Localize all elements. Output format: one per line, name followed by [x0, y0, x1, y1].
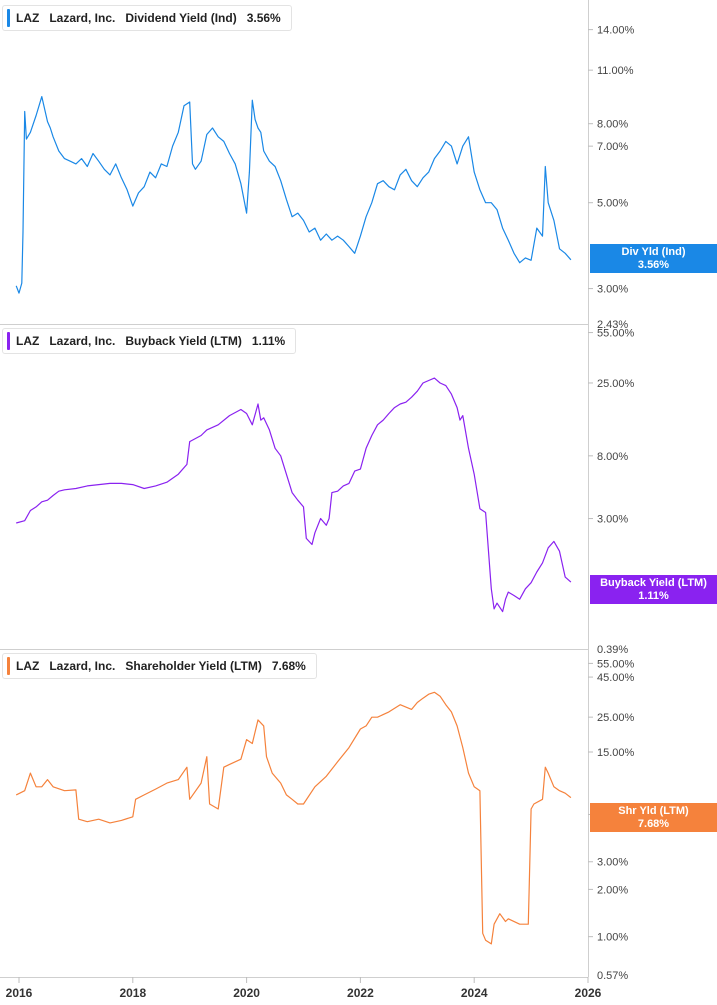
y-tick-label: 25.00% — [597, 712, 635, 724]
y-tick-label: 2.00% — [597, 884, 628, 896]
y-tick-label: 3.00% — [597, 284, 628, 296]
y-bottom-label: 2.43% — [597, 319, 628, 331]
y-tick-label: 45.00% — [597, 672, 635, 684]
series-line-1 — [15, 96, 572, 294]
x-tick-label: 2024 — [461, 986, 488, 1000]
legend-ticker: LAZ — [16, 659, 40, 673]
x-tick-label: 2020 — [233, 986, 260, 1000]
legend-value: 7.68% — [271, 659, 306, 673]
legend-buyback-yield[interactable]: LAZ Lazard, Inc. Buyback Yield (LTM) 1.1… — [2, 328, 297, 354]
series-line-2 — [16, 377, 572, 613]
y-tick-label: 5.00% — [597, 198, 628, 210]
x-tick-label: 2018 — [119, 986, 146, 1000]
x-tick-label: 2016 — [6, 986, 33, 1000]
y-tick-label: 8.00% — [597, 119, 628, 131]
y-tick-label: 11.00% — [597, 65, 634, 77]
y-tick-layer: 3.00% 5.00% 7.00% 8.00% 11.00% 14.00% 2.43% 3.0… — [588, 25, 635, 982]
y-tick-label: 8.00% — [597, 451, 628, 463]
badge-shareholder-yield: Shr Yld (LTM) 7.68% — [590, 803, 717, 832]
y-tick-label: 14.00% — [597, 25, 635, 37]
legend-shareholder-yield[interactable]: LAZ Lazard, Inc. Shareholder Yield (LTM)… — [2, 653, 317, 679]
legend-metric: Dividend Yield (Ind) — [125, 11, 237, 25]
x-tick-label: 2022 — [347, 986, 374, 1000]
y-tick-label: 55.00% — [597, 658, 635, 670]
badge-buyback-yield: Buyback Yield (LTM) 1.11% — [590, 575, 717, 604]
series-layer — [15, 96, 572, 945]
y-tick-label: 1.00% — [597, 932, 628, 944]
legend-value: 3.56% — [246, 11, 281, 25]
badge-value: 7.68% — [637, 818, 670, 830]
series-color-swatch — [7, 657, 10, 675]
y-tick-label: 3.00% — [597, 514, 628, 526]
legend-ticker: LAZ — [16, 334, 40, 348]
series-color-swatch — [7, 332, 10, 350]
series-color-swatch — [7, 9, 10, 27]
badge-label: Shr Yld (LTM) — [618, 805, 689, 817]
y-bottom-label: 0.57% — [597, 970, 628, 982]
y-bottom-label: 0.39% — [597, 644, 628, 656]
legend-metric: Buyback Yield (LTM) — [125, 334, 242, 348]
legend-company: Lazard, Inc. — [49, 11, 116, 25]
x-tick-label: 2026 — [575, 986, 602, 1000]
series-line-3 — [15, 691, 572, 945]
y-tick-label: 15.00% — [597, 747, 635, 759]
badge-dividend-yield: Div Yld (Ind) 3.56% — [590, 244, 717, 273]
legend-company: Lazard, Inc. — [49, 659, 116, 673]
y-tick-label: 3.00% — [597, 857, 628, 869]
badge-value: 1.11% — [638, 590, 669, 602]
legend-ticker: LAZ — [16, 11, 40, 25]
y-tick-label: 7.00% — [597, 141, 628, 153]
badge-label: Div Yld (Ind) — [621, 246, 686, 258]
legend-value: 1.11% — [251, 334, 286, 348]
legend-metric: Shareholder Yield (LTM) — [125, 659, 262, 673]
x-tick-layer: 2016 2018 2020 2022 2024 2026 — [0, 977, 602, 1000]
badge-label: Buyback Yield (LTM) — [600, 577, 707, 589]
legend-company: Lazard, Inc. — [49, 334, 116, 348]
y-tick-label: 25.00% — [597, 378, 635, 390]
grid-layer — [0, 0, 589, 977]
legend-dividend-yield[interactable]: LAZ Lazard, Inc. Dividend Yield (Ind) 3.… — [2, 5, 292, 31]
badge-value: 3.56% — [637, 259, 670, 271]
y-tick-label: 55.00% — [597, 328, 635, 340]
